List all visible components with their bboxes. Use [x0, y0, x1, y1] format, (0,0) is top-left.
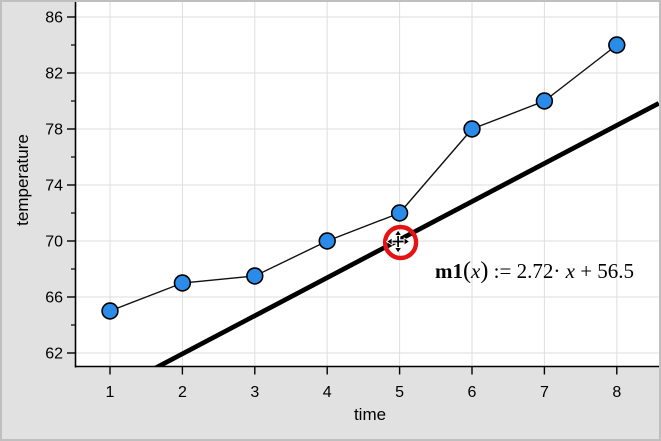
- x-tick-label: 2: [178, 384, 187, 401]
- y-tick-label: 78: [45, 122, 63, 139]
- plot-area[interactable]: [75, 2, 660, 367]
- equation-open-paren: (: [463, 257, 472, 284]
- x-tick-label: 8: [612, 384, 621, 401]
- equation-variable: x: [471, 259, 481, 283]
- y-tick-label: 70: [45, 234, 63, 251]
- equation-assign: :=: [488, 259, 517, 283]
- cursor-arrowhead: [403, 237, 411, 246]
- cursor-arrowhead: [393, 229, 403, 236]
- equation-function-name: m1: [435, 259, 463, 283]
- y-tick-label: 82: [45, 66, 63, 83]
- x-tick-label: 5: [395, 384, 404, 401]
- data-point[interactable]: [246, 267, 264, 285]
- equation-coefficient: 2.72·: [516, 259, 566, 283]
- connect-line: [109, 44, 618, 312]
- equation-tail: + 56.5: [574, 259, 635, 283]
- y-axis-label[interactable]: temperature: [13, 134, 32, 226]
- x-tick-label: 7: [540, 384, 549, 401]
- equation-close-paren: ): [480, 257, 489, 284]
- cursor-arrowhead: [393, 247, 403, 254]
- cursor-arrowhead: [385, 237, 393, 246]
- data-point[interactable]: [608, 36, 626, 54]
- data-point[interactable]: [173, 274, 192, 292]
- data-point[interactable]: [101, 302, 119, 320]
- y-tick-label: 86: [45, 10, 63, 27]
- data-point[interactable]: [463, 120, 481, 138]
- x-tick-label: 3: [250, 384, 259, 401]
- move-cursor-icon: [385, 229, 411, 254]
- data-point[interactable]: [390, 204, 409, 222]
- x-tick-label: 4: [323, 384, 332, 401]
- x-tick-label: 6: [468, 384, 477, 401]
- x-axis-label[interactable]: time: [353, 405, 387, 424]
- regression-equation-label[interactable]: m1(x) := 2.72· x + 56.5: [435, 257, 634, 285]
- x-tick-label: 1: [106, 384, 115, 401]
- selection-ring: [382, 224, 419, 261]
- y-tick-label: 66: [45, 290, 63, 307]
- y-tick-label: 74: [45, 178, 63, 195]
- data-point[interactable]: [535, 92, 554, 110]
- fit-line[interactable]: [75, 101, 659, 410]
- equation-variable-2: x: [565, 259, 575, 283]
- data-point[interactable]: [318, 232, 336, 250]
- y-tick-label: 62: [45, 346, 63, 363]
- cursor-cross: [390, 234, 406, 249]
